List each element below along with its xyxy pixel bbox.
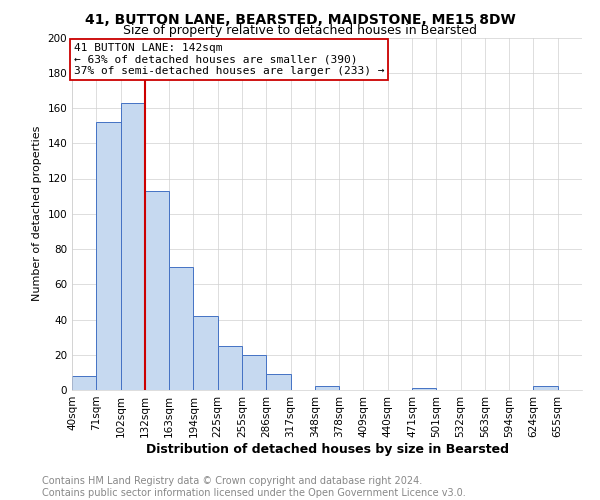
Bar — [218, 346, 242, 390]
Bar — [412, 388, 436, 390]
Text: Contains HM Land Registry data © Crown copyright and database right 2024.
Contai: Contains HM Land Registry data © Crown c… — [42, 476, 466, 498]
Bar — [193, 316, 218, 390]
Y-axis label: Number of detached properties: Number of detached properties — [32, 126, 42, 302]
Bar — [145, 191, 169, 390]
Text: 41, BUTTON LANE, BEARSTED, MAIDSTONE, ME15 8DW: 41, BUTTON LANE, BEARSTED, MAIDSTONE, ME… — [85, 12, 515, 26]
Bar — [242, 355, 266, 390]
Bar — [121, 102, 145, 390]
Bar — [72, 376, 96, 390]
Bar — [533, 386, 558, 390]
X-axis label: Distribution of detached houses by size in Bearsted: Distribution of detached houses by size … — [146, 442, 509, 456]
Text: Size of property relative to detached houses in Bearsted: Size of property relative to detached ho… — [123, 24, 477, 37]
Bar — [169, 266, 193, 390]
Text: 41 BUTTON LANE: 142sqm
← 63% of detached houses are smaller (390)
37% of semi-de: 41 BUTTON LANE: 142sqm ← 63% of detached… — [74, 43, 384, 76]
Bar — [266, 374, 290, 390]
Bar — [96, 122, 121, 390]
Bar — [315, 386, 339, 390]
